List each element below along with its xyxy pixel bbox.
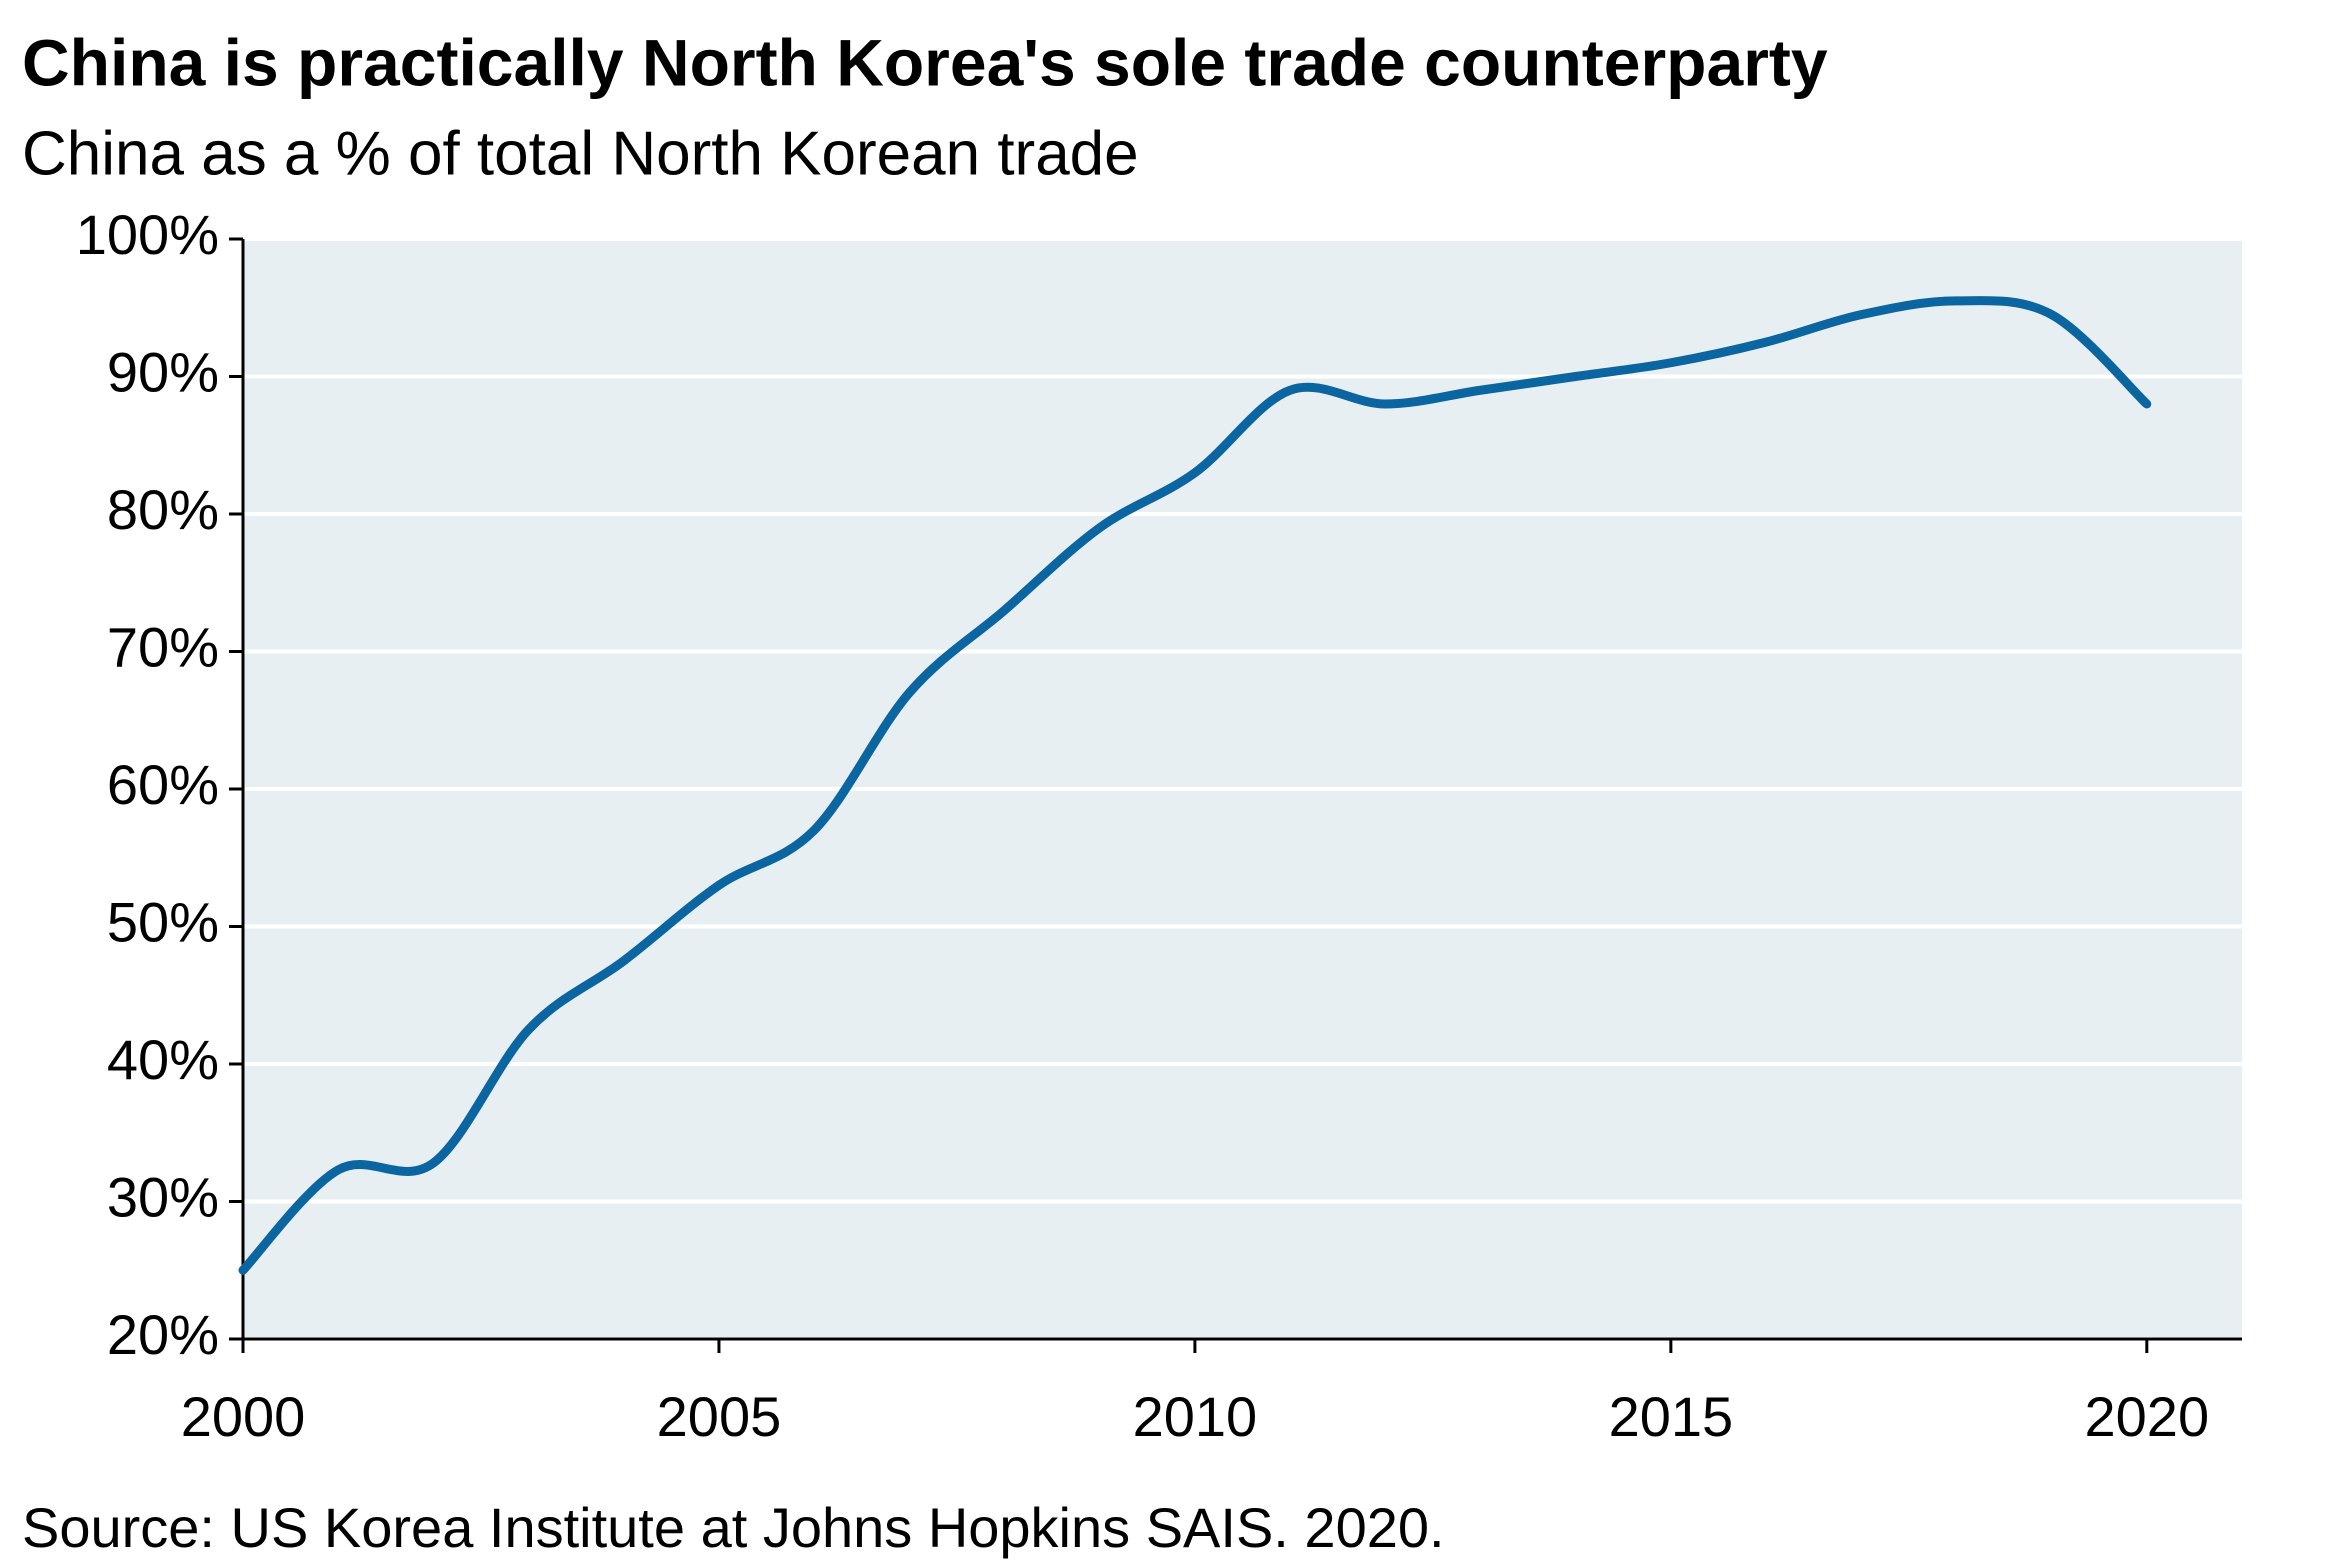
- y-tick-label: 40%: [107, 1028, 219, 1091]
- chart-subtitle: China as a % of total North Korean trade: [22, 119, 1139, 188]
- y-tick-label: 70%: [107, 615, 219, 678]
- y-tick-label: 30%: [107, 1165, 219, 1228]
- y-tick-label: 50%: [107, 890, 219, 953]
- source-note: Source: US Korea Institute at Johns Hopk…: [22, 1496, 1445, 1559]
- x-tick-label: 2010: [1133, 1385, 1258, 1448]
- y-tick-label: 20%: [107, 1303, 219, 1366]
- y-tick-label: 60%: [107, 753, 219, 816]
- x-tick-label: 2020: [2085, 1385, 2210, 1448]
- y-tick-label: 80%: [107, 478, 219, 541]
- x-tick-label: 2000: [181, 1385, 306, 1448]
- y-tick-label: 100%: [76, 203, 219, 266]
- x-tick-label: 2015: [1609, 1385, 1734, 1448]
- chart-title: China is practically North Korea's sole …: [22, 25, 1828, 99]
- data-line: [238, 296, 2152, 1275]
- x-tick-label: 2005: [657, 1385, 782, 1448]
- y-tick-label: 90%: [107, 340, 219, 403]
